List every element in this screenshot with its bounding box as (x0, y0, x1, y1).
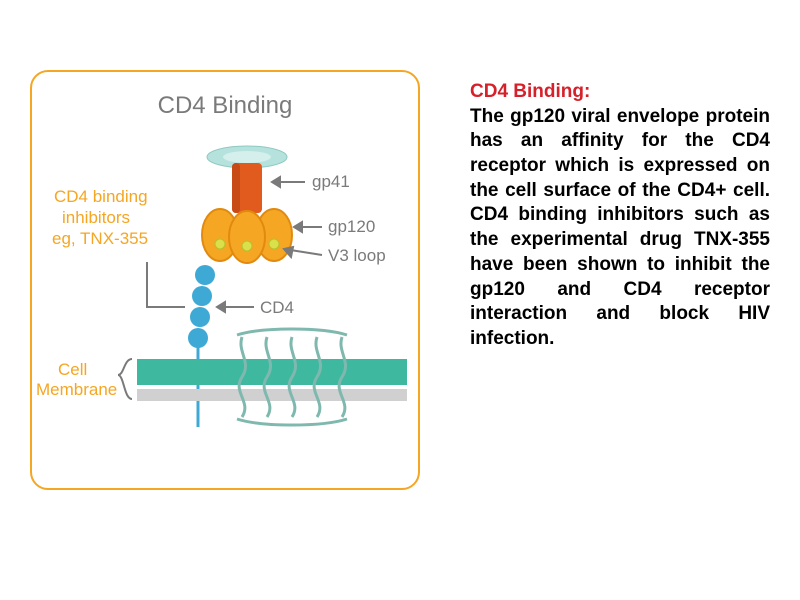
slide-root: CD4 Binding (0, 0, 800, 600)
text-title-colon: : (584, 81, 590, 102)
label-cell-1: Cell (58, 360, 87, 379)
membrane-top (137, 359, 407, 385)
gp41-body-shade (232, 163, 240, 213)
text-panel: CD4 Binding: The gp120 viral envelope pr… (470, 80, 770, 570)
label-inhibitors-1: CD4 binding (54, 187, 148, 206)
v3-dot-1 (215, 239, 225, 249)
cd4-bead-2 (192, 286, 212, 306)
cd4-bead-1 (195, 265, 215, 285)
label-inhibitors-2: inhibitors (62, 208, 130, 227)
v3-dot-2 (242, 241, 252, 251)
gp41-pad-inner (223, 151, 271, 163)
label-v3: V3 loop (328, 246, 386, 265)
diagram-panel: CD4 Binding (30, 70, 420, 490)
gp120-lobe-2 (229, 211, 265, 263)
label-cell-2: Membrane (36, 380, 117, 399)
cd4-bead-3 (190, 307, 210, 327)
membrane-brace (118, 359, 132, 399)
membrane-bottom (137, 389, 407, 401)
text-paragraph: CD4 Binding: The gp120 viral envelope pr… (470, 80, 770, 352)
text-body: The gp120 viral envelope protein has an … (470, 106, 770, 349)
label-gp120: gp120 (328, 217, 375, 236)
diagram-svg: CD4 binding inhibitors eg, TNX-355 gp41 … (32, 127, 422, 477)
label-cd4: CD4 (260, 298, 294, 317)
inhibitor-pointer (147, 262, 185, 307)
text-title: CD4 Binding (470, 81, 584, 102)
label-inhibitors-3: eg, TNX-355 (52, 229, 148, 248)
diagram-title: CD4 Binding (32, 92, 418, 120)
v3-dot-3 (269, 239, 279, 249)
cd4-bead-4 (188, 328, 208, 348)
label-gp41: gp41 (312, 172, 350, 191)
diagram-svg-wrap: CD4 binding inhibitors eg, TNX-355 gp41 … (32, 127, 422, 477)
